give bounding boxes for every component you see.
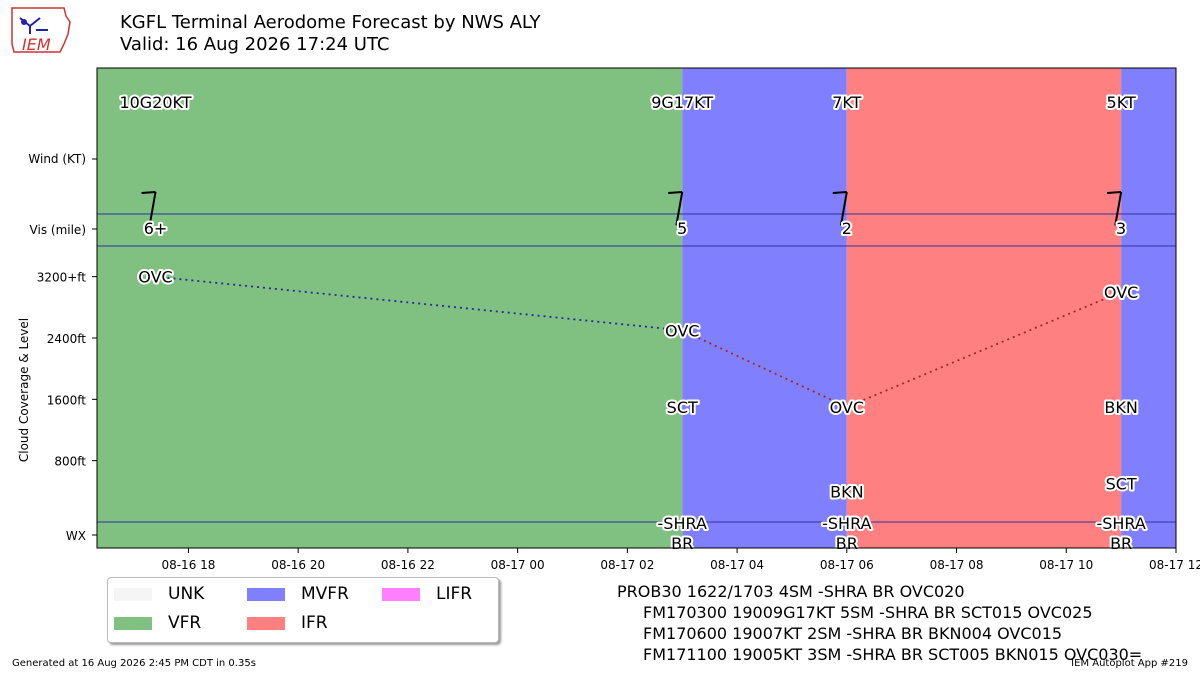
- ceiling-segment: [846, 291, 1122, 408]
- weather-label: BR: [671, 534, 693, 553]
- legend-swatch: [247, 616, 285, 630]
- x-tick-label: 08-17 02: [600, 558, 654, 572]
- axes: 08-16 18 08-16 20 08-16 22 08-17 00 08-17 02…: [17, 152, 1200, 572]
- title-line-2: Valid: 16 Aug 2026 17:24 UTC: [120, 34, 390, 55]
- category-band-mvfr: [1121, 68, 1176, 548]
- cloud-label: OVC: [138, 268, 172, 287]
- separator-lines: [97, 213, 1176, 523]
- y-label-vis: Vis (mile): [30, 223, 86, 237]
- footer-app: IEM Autoplot App #219: [1071, 658, 1188, 669]
- category-band-vfr: [97, 68, 683, 548]
- cloud-label: BKN: [830, 482, 863, 501]
- weather-label: BR: [1110, 534, 1132, 553]
- x-tick-label: 08-17 12: [1149, 558, 1200, 572]
- visibility-label: 2: [842, 219, 852, 238]
- wind-barb-staff: [148, 191, 157, 226]
- cloud-label: OVC: [1104, 283, 1138, 302]
- x-tick-label: 08-17 08: [930, 558, 984, 572]
- title-line-1: KGFL Terminal Aerodome Forecast by NWS A…: [120, 12, 541, 33]
- weather-label: -SHRA: [822, 514, 871, 533]
- plot-frame: [96, 67, 1177, 549]
- legend-swatch: [382, 587, 420, 601]
- category-band-ifr: [846, 68, 1122, 548]
- cloud-label: SCT: [667, 398, 698, 417]
- y-label-wx: WX: [66, 529, 86, 543]
- y-tick-label: 2400ft: [47, 332, 87, 346]
- x-tick-label: 08-17 06: [820, 558, 874, 572]
- ceiling-line: [155, 275, 1122, 408]
- wind-label: 5KT: [1107, 93, 1136, 112]
- legend-item-vfr: VFR: [114, 613, 201, 633]
- legend-swatch: [114, 587, 152, 601]
- cloud-label: OVC: [665, 321, 699, 340]
- iem-logo: IEM: [11, 7, 71, 54]
- y-axis-title: Cloud Coverage & Level: [17, 318, 31, 462]
- ceiling-segment: [155, 275, 683, 332]
- taf-line: FM170600 19007KT 2SM -SHRA BR BKN004 OVC…: [643, 624, 1063, 643]
- visibility-label: 3: [1116, 219, 1126, 238]
- x-tick-label: 08-16 22: [381, 558, 435, 572]
- x-tick-label: 08-17 00: [491, 558, 545, 572]
- category-bands: [97, 68, 1176, 548]
- wind-barb-base: [141, 191, 156, 194]
- ceiling-segment: [681, 329, 848, 408]
- taf-line: PROB30 1622/1703 4SM -SHRA BR OVC020: [617, 582, 965, 601]
- visibility-label: 6+: [144, 219, 168, 238]
- category-band-mvfr: [682, 68, 847, 548]
- taf-line: FM171100 19005KT 3SM -SHRA BR SCT005 BKN…: [643, 645, 1143, 664]
- weather-label: -SHRA: [658, 514, 707, 533]
- legend-swatch: [247, 587, 285, 601]
- wind-barb-base: [1107, 191, 1122, 194]
- cloud-label: SCT: [1106, 475, 1137, 494]
- cloud-label: OVC: [830, 398, 864, 417]
- legend-item-unk: UNK: [114, 584, 204, 604]
- wind-barb-staff: [1114, 191, 1123, 226]
- legend-item-ifr: IFR: [247, 613, 328, 633]
- y-tick-label: 3200+ft: [37, 271, 87, 285]
- cloud-label: BKN: [1104, 398, 1137, 417]
- wind-label: 7KT: [832, 93, 861, 112]
- legend-item-mvfr: MVFR: [247, 584, 349, 604]
- wind-barb-staff: [675, 191, 684, 226]
- logo-text: IEM: [22, 35, 51, 54]
- x-tick-label: 08-17 10: [1039, 558, 1093, 572]
- y-tick-label: 800ft: [54, 455, 86, 469]
- footer-generated: Generated at 16 Aug 2026 2:45 PM CDT in …: [12, 658, 256, 669]
- wind-barb-staff: [839, 191, 848, 226]
- wind-barb-base: [668, 191, 683, 194]
- chart-title: KGFL Terminal Aerodome Forecast by NWS A…: [120, 12, 541, 56]
- x-tick-label: 08-16 20: [271, 558, 325, 572]
- legend: UNK MVFR LIFR VFR IFR: [107, 577, 499, 643]
- wind-label: 10G20KT: [119, 93, 191, 112]
- forecast-labels: 10G20KT6+9G17KT5-SHRABR7KT2-SHRABR5KT3-S…: [117, 91, 1147, 555]
- wind-barb-base: [832, 191, 847, 194]
- x-tick-label: 08-16 18: [161, 558, 215, 572]
- x-tick-label: 08-17 04: [710, 558, 764, 572]
- taf-line: FM170300 19009G17KT 5SM -SHRA BR SCT015 …: [643, 603, 1093, 622]
- legend-swatch: [114, 616, 152, 630]
- raw-taf-text: PROB30 1622/1703 4SM -SHRA BR OVC020 FM1…: [617, 581, 1142, 665]
- wind-label: 9G17KT: [651, 93, 713, 112]
- y-tick-label: 1600ft: [47, 393, 87, 407]
- y-label-wind: Wind (KT): [28, 152, 86, 166]
- weather-label: -SHRA: [1096, 514, 1145, 533]
- legend-item-lifr: LIFR: [382, 584, 472, 604]
- visibility-label: 5: [677, 219, 687, 238]
